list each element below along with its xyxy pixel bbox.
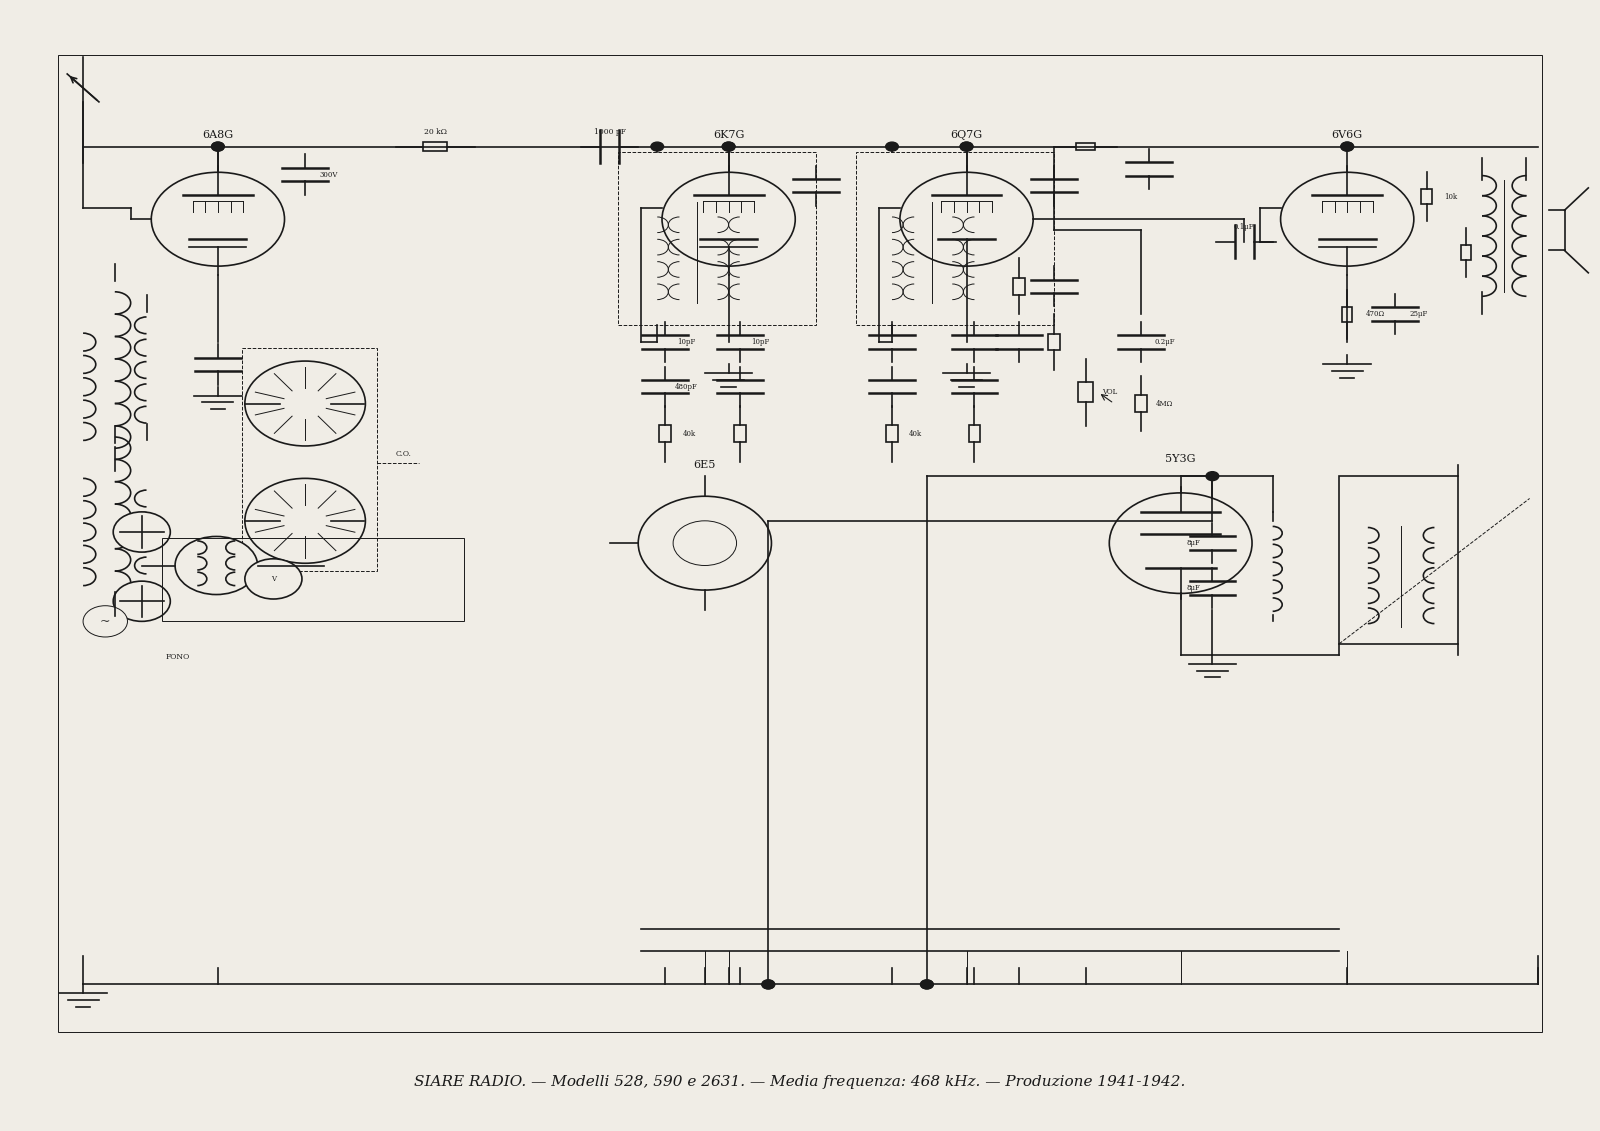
Text: 6V6G: 6V6G [1331, 130, 1363, 140]
Circle shape [114, 512, 170, 552]
Bar [886, 425, 898, 442]
Circle shape [114, 581, 170, 621]
Circle shape [722, 143, 734, 152]
Circle shape [960, 143, 973, 152]
Circle shape [886, 143, 898, 152]
Text: 8μF: 8μF [1187, 584, 1200, 592]
Bar [1461, 245, 1472, 260]
Text: 1000 pF: 1000 pF [594, 128, 626, 136]
Circle shape [245, 478, 365, 563]
Bar [618, 153, 816, 326]
Bar [242, 347, 376, 571]
Text: 0.2μF: 0.2μF [1155, 338, 1174, 346]
Text: 8μF: 8μF [1187, 539, 1200, 547]
Circle shape [1341, 143, 1354, 152]
Bar [1134, 395, 1147, 412]
Text: 4MΩ: 4MΩ [1157, 399, 1173, 407]
Circle shape [211, 143, 224, 152]
Text: V: V [270, 575, 275, 582]
Text: 40k: 40k [909, 430, 922, 438]
Text: 470Ω: 470Ω [1366, 310, 1386, 318]
Text: 40k: 40k [683, 430, 696, 438]
Text: 6K7G: 6K7G [714, 130, 744, 140]
Text: 480pF: 480pF [675, 382, 698, 391]
Bar [659, 425, 670, 442]
Circle shape [152, 172, 285, 266]
Bar [1048, 334, 1059, 351]
Text: 10k: 10k [1443, 193, 1458, 201]
Circle shape [1206, 472, 1219, 481]
Text: 10pF: 10pF [677, 338, 694, 346]
Text: FONO: FONO [165, 653, 190, 662]
Circle shape [651, 143, 664, 152]
Circle shape [920, 979, 933, 988]
Bar [58, 55, 1542, 1033]
Text: 6A8G: 6A8G [202, 130, 234, 140]
Text: 5Y3G: 5Y3G [1165, 455, 1195, 465]
Circle shape [960, 143, 973, 152]
Circle shape [1109, 493, 1253, 594]
Bar [968, 425, 981, 442]
Text: C.O.: C.O. [395, 450, 411, 458]
Text: 0.1μF: 0.1μF [1234, 223, 1254, 231]
Text: 10pF: 10pF [752, 338, 770, 346]
Circle shape [1341, 143, 1354, 152]
Circle shape [920, 979, 933, 988]
Circle shape [762, 979, 774, 988]
Bar [1339, 476, 1458, 644]
Circle shape [174, 536, 258, 595]
Text: ~: ~ [101, 615, 110, 628]
Bar [856, 153, 1054, 326]
Circle shape [722, 143, 734, 152]
Bar [424, 143, 446, 150]
Bar [1421, 190, 1432, 205]
Bar [1078, 382, 1093, 403]
Text: SIARE RADIO. — Modelli 528, 590 e 2631. — Media frequenza: 468 kHz. — Produzione: SIARE RADIO. — Modelli 528, 590 e 2631. … [414, 1074, 1186, 1089]
Bar [1342, 307, 1352, 321]
Bar [734, 425, 746, 442]
Bar [1013, 278, 1026, 294]
Text: 6E5: 6E5 [694, 460, 717, 470]
Circle shape [638, 497, 771, 590]
Circle shape [762, 979, 774, 988]
Text: 300V: 300V [320, 171, 338, 179]
Bar [1075, 144, 1094, 150]
Circle shape [662, 172, 795, 266]
Circle shape [245, 361, 365, 446]
Circle shape [899, 172, 1034, 266]
Text: VOL: VOL [1102, 388, 1117, 396]
Circle shape [211, 143, 224, 152]
Text: 20 kΩ: 20 kΩ [424, 128, 446, 136]
Circle shape [674, 520, 736, 566]
Circle shape [83, 606, 128, 637]
Circle shape [245, 559, 302, 599]
Text: 6Q7G: 6Q7G [950, 130, 982, 140]
Circle shape [1280, 172, 1414, 266]
Bar [162, 537, 464, 621]
Text: 25μF: 25μF [1410, 310, 1427, 318]
